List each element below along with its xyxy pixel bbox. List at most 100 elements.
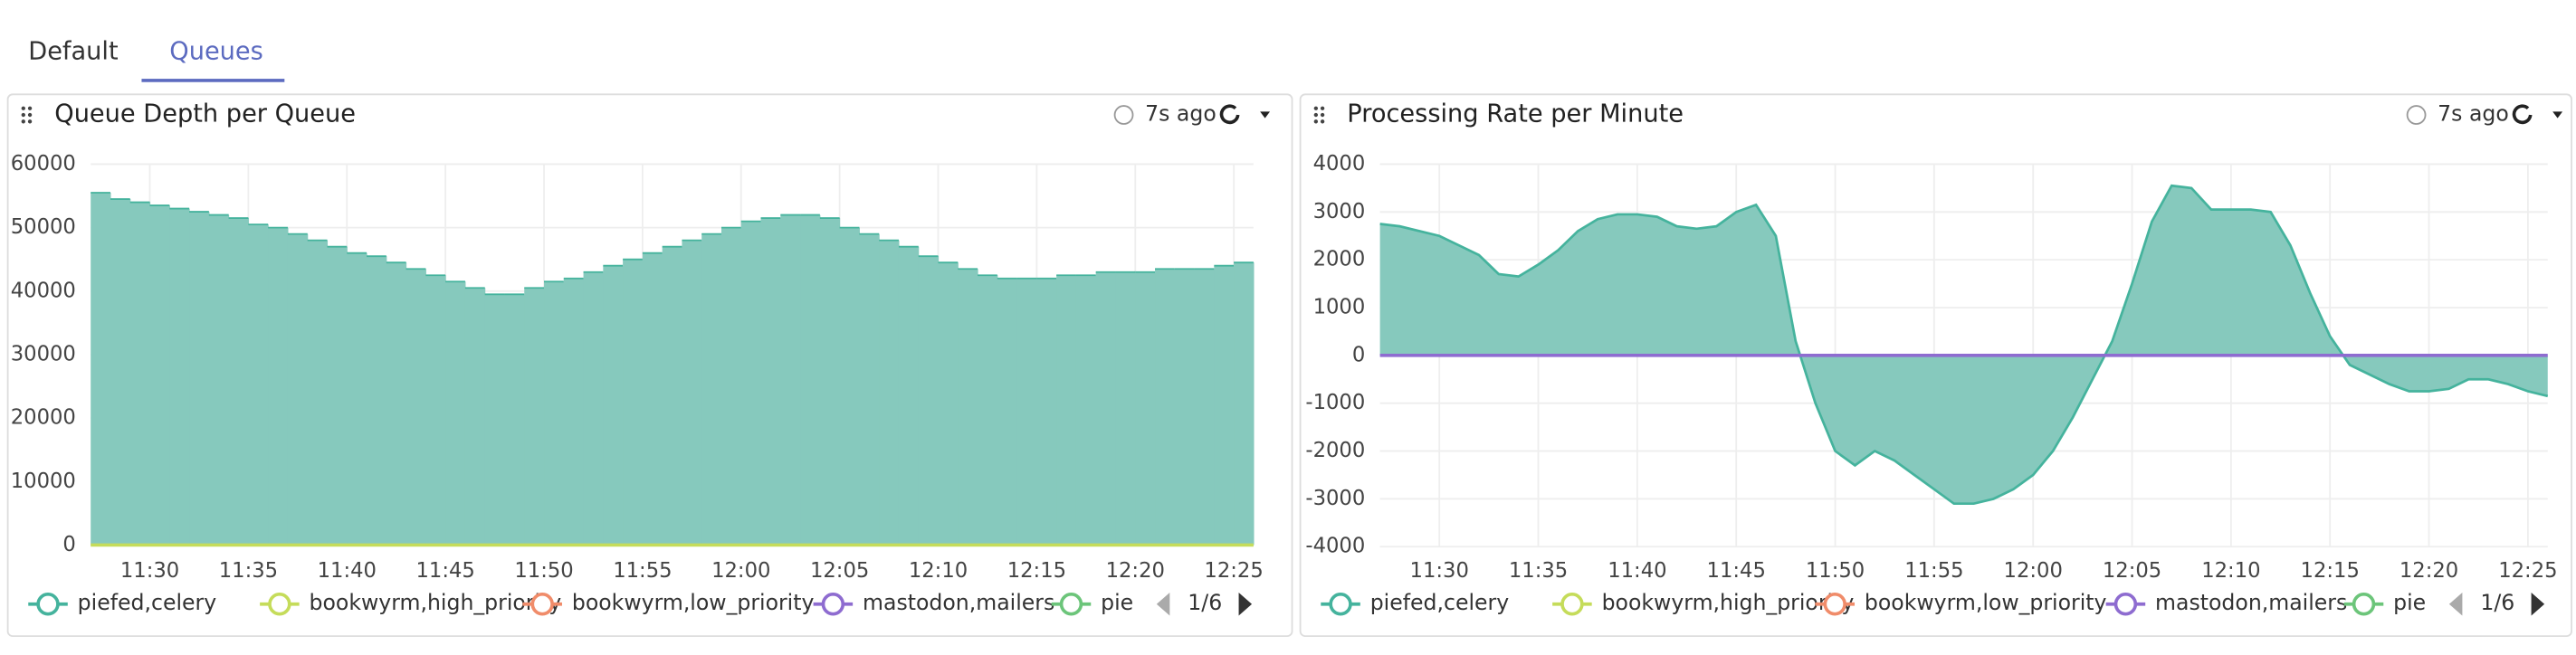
- x-tick-label: 11:35: [1509, 559, 1568, 583]
- x-tick-label: 12:25: [2498, 559, 2557, 583]
- x-tick-label: 12:20: [2399, 559, 2458, 583]
- area-step: [760, 218, 781, 546]
- x-tick-label: 12:15: [2301, 559, 2360, 583]
- y-tick-label: -3000: [1305, 487, 1365, 510]
- y-tick-label: -2000: [1305, 439, 1365, 462]
- refresh-icon[interactable]: [2512, 104, 2533, 125]
- drag-handle-dot: [21, 106, 25, 110]
- drag-handle-dot: [27, 119, 33, 124]
- legend-label[interactable]: pie: [2393, 590, 2426, 615]
- area-step: [91, 193, 111, 546]
- y-tick-label: 10000: [11, 470, 76, 493]
- area-step: [918, 256, 940, 546]
- drag-handle-dot: [1313, 106, 1319, 110]
- status: 7s ago: [1145, 101, 1216, 127]
- legend-label[interactable]: bookwyrm,high_priority: [310, 590, 562, 615]
- legend-label[interactable]: pie: [1101, 590, 1133, 615]
- legend-prev[interactable]: [1156, 593, 1170, 616]
- area-step: [1174, 269, 1196, 546]
- area-step: [464, 288, 486, 546]
- area-step: [149, 205, 170, 546]
- x-tick-label: 11:40: [1608, 559, 1666, 583]
- legend-marker[interactable]: [36, 593, 60, 616]
- area-step: [879, 240, 900, 546]
- area-step: [208, 214, 230, 546]
- legend-label[interactable]: bookwyrm,high_priority: [1602, 590, 1855, 615]
- legend-marker[interactable]: [2352, 593, 2376, 616]
- area-step: [169, 208, 190, 546]
- status: 7s ago: [2438, 101, 2509, 127]
- tab-underline: [141, 79, 285, 82]
- x-tick-label: 11:30: [1410, 559, 1469, 583]
- y-tick-label: 2000: [1313, 248, 1366, 271]
- legend-marker[interactable]: [1059, 593, 1083, 616]
- x-tick-label: 11:55: [613, 559, 672, 583]
- x-tick-label: 11:55: [1904, 559, 1963, 583]
- legend-marker[interactable]: [530, 593, 554, 616]
- refresh-icon[interactable]: [1219, 104, 1240, 125]
- area-step: [268, 227, 289, 546]
- legend-label[interactable]: mastodon,mailers: [863, 590, 1054, 615]
- legend-marker[interactable]: [1329, 593, 1352, 616]
- legend-label[interactable]: piefed,celery: [1370, 590, 1510, 615]
- y-tick-label: -1000: [1305, 391, 1365, 414]
- area-step: [701, 233, 722, 546]
- area-step: [780, 214, 801, 546]
- area-step: [1036, 278, 1057, 546]
- area-step: [800, 214, 821, 546]
- y-tick-label: -4000: [1305, 535, 1365, 558]
- drag-handle-dot: [27, 112, 33, 118]
- legend-prev[interactable]: [2448, 593, 2463, 616]
- legend-marker[interactable]: [268, 593, 291, 616]
- drag-handle-dot: [1320, 112, 1325, 118]
- tab[interactable]: Default: [28, 38, 119, 66]
- area-step: [405, 269, 426, 546]
- area-step: [623, 259, 644, 546]
- y-tick-label: 30000: [11, 342, 76, 365]
- legend-label[interactable]: bookwyrm,low_priority: [1865, 590, 2107, 615]
- area-step: [1194, 269, 1215, 546]
- panel: [6, 93, 1293, 638]
- panel: [1299, 93, 2572, 638]
- drag-handle-dot: [1313, 119, 1319, 124]
- legend-marker[interactable]: [821, 593, 845, 616]
- area-step: [583, 271, 604, 546]
- legend-marker[interactable]: [2113, 593, 2138, 616]
- y-tick-label: 0: [1352, 343, 1365, 366]
- x-tick-label: 11:30: [120, 559, 179, 583]
- drag-handle-dot: [1320, 119, 1325, 124]
- legend-marker[interactable]: [1560, 593, 1584, 616]
- x-tick-label: 12:00: [2004, 559, 2063, 583]
- area-step: [544, 281, 565, 546]
- area-step: [642, 252, 663, 546]
- tab-active[interactable]: Queues: [169, 38, 263, 66]
- menu-caret[interactable]: [1260, 111, 1271, 119]
- x-tick-label: 11:45: [1707, 559, 1766, 583]
- legend-next[interactable]: [1238, 593, 1253, 616]
- legend: piefed,celery bookwyrm,high_priority bookw…: [28, 590, 1133, 616]
- area-step: [1253, 262, 1255, 546]
- area-fill: [1379, 185, 2548, 504]
- area-step: [958, 269, 978, 546]
- area-step: [248, 224, 269, 546]
- legend-label[interactable]: mastodon,mailers: [2155, 590, 2347, 615]
- x-tick-label: 11:50: [514, 559, 573, 583]
- panel-title: Queue Depth per Queue: [54, 100, 356, 128]
- x-tick-label: 12:05: [2103, 559, 2161, 583]
- area-step: [327, 246, 348, 546]
- x-tick-label: 12:00: [711, 559, 770, 583]
- area-step: [859, 233, 880, 546]
- y-tick-label: 0: [62, 533, 75, 556]
- area-step: [839, 227, 860, 546]
- x-tick-label: 12:15: [1007, 559, 1066, 583]
- legend-marker[interactable]: [1823, 593, 1846, 616]
- area-step: [367, 256, 387, 546]
- area-step: [819, 218, 841, 546]
- x-tick-label: 12:05: [810, 559, 869, 583]
- legend-label[interactable]: bookwyrm,low_priority: [572, 590, 815, 615]
- legend-next[interactable]: [2531, 593, 2545, 616]
- legend-label[interactable]: piefed,celery: [78, 590, 217, 615]
- x-tick-label: 11:45: [415, 559, 474, 583]
- menu-caret[interactable]: [2552, 111, 2563, 119]
